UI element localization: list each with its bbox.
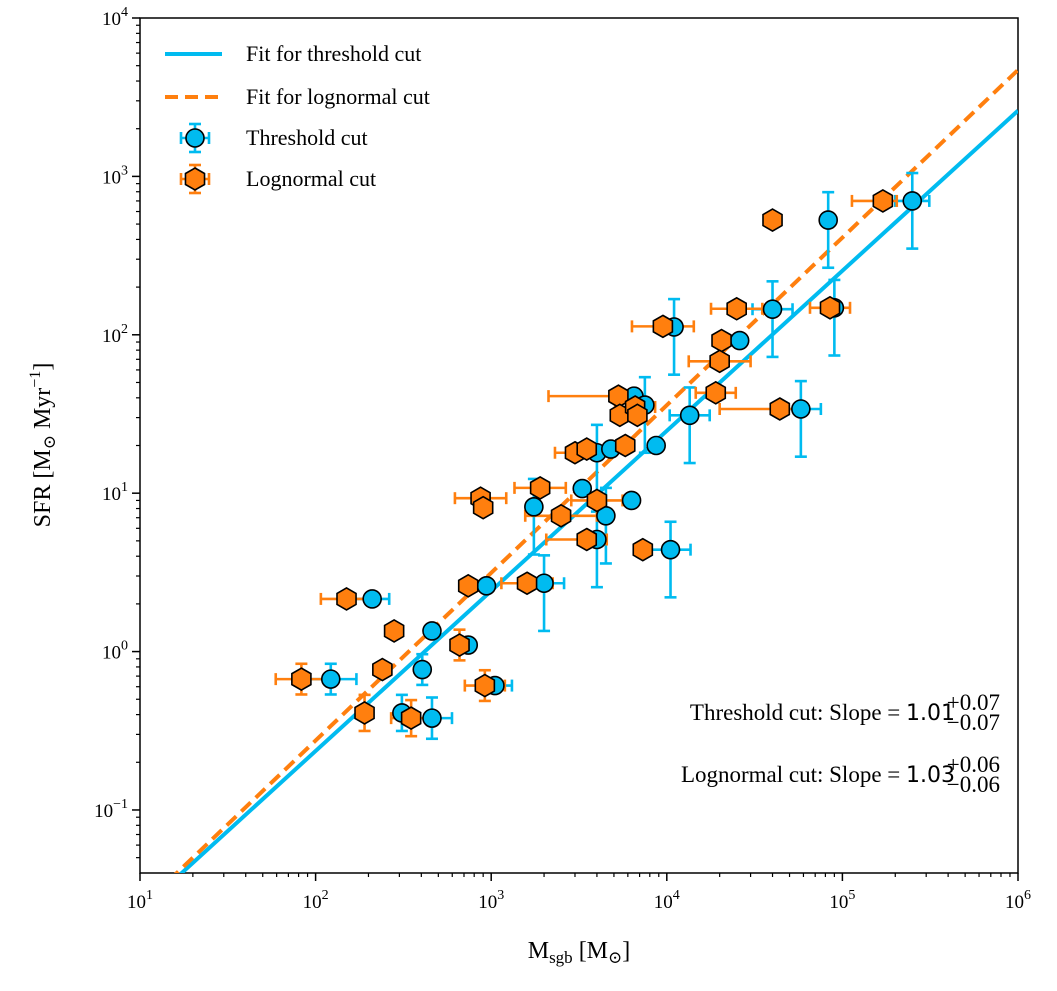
lognormal-point [769,397,791,421]
lognormal-point [652,314,674,339]
slope-text: Threshold cut: Slope = 1.01 [690,700,955,726]
threshold-point [660,539,681,560]
legend-entry: Lognormal cut [179,163,376,195]
legend-entry: Fit for threshold cut [165,41,421,66]
threshold-point [762,299,783,320]
lognormal-point [705,380,727,405]
slope-text: Lognormal cut: Slope = 1.03 [681,762,955,788]
threshold-point [729,330,750,351]
legend-entry: Fit for lognormal cut [165,84,430,109]
y-tick-label: 102 [102,322,128,347]
lognormal-point [457,573,479,598]
x-tick-label: 106 [1005,888,1031,913]
legend-circle-marker [185,128,205,148]
slope-lower-error: −0.07 [947,710,1000,735]
threshold-point [902,191,923,211]
threshold-point [422,708,442,728]
legend-label: Lognormal cut [246,166,376,191]
threshold-point [476,576,497,596]
y-tick-label: 10−1 [94,797,128,822]
x-tick-label: 104 [654,888,680,913]
y-tick-label: 100 [102,639,128,664]
lognormal-point [550,503,572,528]
threshold-point [621,490,642,511]
slope-lower-error: −0.06 [947,772,1000,797]
threshold-point [412,659,433,680]
lognormal-point [383,619,405,643]
lognormal-point [400,706,422,731]
lognormal-point [872,189,894,213]
slope-upper-error: +0.06 [947,752,1000,777]
y-axis-ticks: 10−1 100 101 102 103 104 [94,5,140,859]
threshold-point [791,399,811,419]
slope-upper-error: +0.07 [947,690,1000,715]
legend-label: Fit for threshold cut [246,41,421,66]
legend-label: Threshold cut [246,125,368,150]
lognormal-point [354,700,375,725]
data-points [291,189,923,731]
lognormal-point [627,403,648,428]
legend-label: Fit for lognormal cut [246,84,430,109]
lognormal-point [709,349,730,374]
lognormal-point [576,527,598,552]
threshold-point [422,621,442,641]
lognormal-point [632,537,654,562]
lognormal-point [586,488,608,513]
threshold-point [818,210,838,230]
lognormal-point [516,571,538,596]
lognormal-point [762,208,783,232]
legend: Fit for threshold cut Fit for lognormal c… [165,41,430,195]
lognormal-point [819,295,841,320]
lognormal-point [336,586,357,611]
threshold-point [320,669,341,689]
threshold-point [524,497,544,517]
threshold-point [362,589,382,609]
threshold-fit-line [178,109,1018,873]
lognormal-point [474,673,496,698]
lognormal-point [614,433,636,458]
lognormal-point [529,475,551,500]
threshold-point [534,573,554,594]
lognormal-point [726,296,748,321]
x-tick-label: 102 [303,888,329,913]
lognormal-point [711,328,732,353]
x-tick-label: 103 [478,888,504,913]
threshold-point [679,405,700,426]
threshold-point [646,435,666,456]
y-tick-label: 104 [102,5,128,30]
lognormal-point [372,657,393,682]
x-tick-label: 105 [829,888,855,913]
threshold-point [572,478,593,499]
x-axis-ticks: 101 102 103 104 105 106 [127,873,1031,913]
legend-hexagon-marker [184,167,206,191]
y-tick-label: 101 [102,480,128,505]
y-axis-title: SFR [M⊙ Myr−1] [27,363,59,528]
lognormal-point [472,495,494,520]
lognormal-point [291,667,312,692]
x-tick-label: 101 [127,888,153,913]
x-axis-title: Msgb [M⊙] [528,938,631,967]
legend-entry: Threshold cut [179,122,368,154]
lognormal-point [576,437,598,461]
y-tick-label: 103 [102,163,128,188]
lognormal-point [449,633,470,657]
